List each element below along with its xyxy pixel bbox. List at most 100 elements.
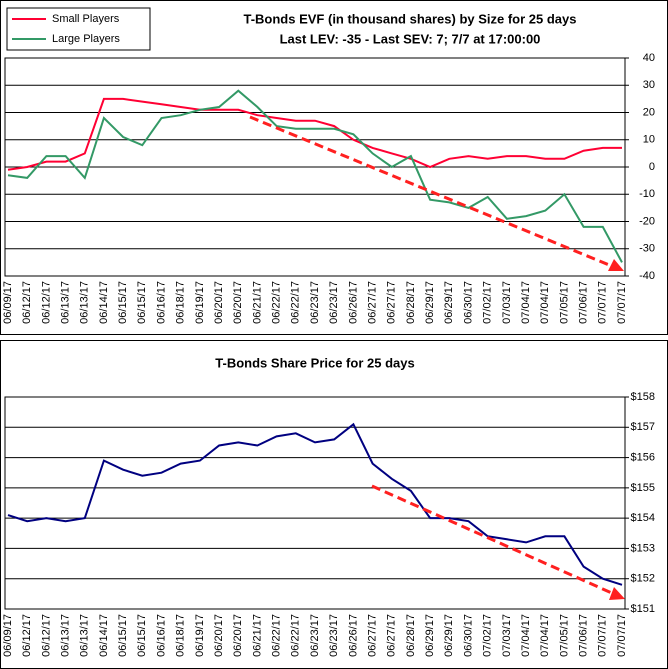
x-tick-label: 06/23/17 xyxy=(309,281,321,324)
x-tick-label: 06/13/17 xyxy=(59,614,71,657)
series-line xyxy=(7,97,622,171)
x-tick-label: 07/06/17 xyxy=(578,614,590,657)
x-tick-label: 06/15/17 xyxy=(117,281,129,324)
x-tick-label: 06/15/17 xyxy=(117,614,129,657)
x-tick-label: 06/12/17 xyxy=(21,281,33,324)
x-tick-label: 06/21/17 xyxy=(251,614,263,657)
x-tick-label: 06/19/17 xyxy=(194,281,206,324)
y-tick-label: -20 xyxy=(639,215,655,227)
x-tick-label: 06/26/17 xyxy=(347,614,359,657)
chart-subtitle: Last LEV: -35 - Last SEV: 7; 7/7 at 17:0… xyxy=(280,31,541,46)
x-tick-label: 06/22/17 xyxy=(290,281,302,324)
x-tick-label: 06/30/17 xyxy=(462,281,474,324)
x-tick-label: 06/18/17 xyxy=(175,614,187,657)
x-tick-label: 06/09/17 xyxy=(2,281,14,324)
x-tick-label: 07/06/17 xyxy=(578,281,590,324)
x-tick-label: 07/02/17 xyxy=(482,281,494,324)
series-line xyxy=(7,89,623,263)
y-tick-label: $155 xyxy=(631,482,655,494)
x-tick-label: 06/12/17 xyxy=(40,614,52,657)
x-tick-label: 06/22/17 xyxy=(271,281,283,324)
x-tick-label: 07/07/17 xyxy=(616,614,628,657)
x-tick-label: 06/15/17 xyxy=(136,614,148,657)
y-tick-label: $158 xyxy=(631,391,655,403)
trend-arrow xyxy=(249,115,615,269)
x-tick-label: 06/18/17 xyxy=(175,281,187,324)
legend-label: Small Players xyxy=(52,13,120,25)
y-tick-label: $154 xyxy=(631,512,655,524)
x-tick-label: 06/13/17 xyxy=(59,281,71,324)
y-tick-label: 40 xyxy=(643,52,655,64)
x-tick-label: 07/04/17 xyxy=(520,614,532,657)
legend-label: Large Players xyxy=(52,33,120,45)
chart-title: T-Bonds EVF (in thousand shares) by Size… xyxy=(243,11,576,26)
x-tick-label: 07/03/17 xyxy=(501,614,513,657)
y-tick-label: $151 xyxy=(631,603,655,615)
x-tick-label: 07/03/17 xyxy=(501,281,513,324)
x-tick-label: 07/05/17 xyxy=(558,281,570,324)
x-tick-label: 06/30/17 xyxy=(462,614,474,657)
x-tick-label: 06/23/17 xyxy=(328,281,340,324)
legend-box xyxy=(6,7,151,51)
x-tick-label: 06/14/17 xyxy=(98,614,110,657)
y-tick-label: 0 xyxy=(649,161,655,173)
y-tick-label: -30 xyxy=(639,243,655,255)
y-tick-label: $152 xyxy=(631,573,655,585)
x-tick-label: 07/07/17 xyxy=(616,281,628,324)
x-tick-label: 07/05/17 xyxy=(558,614,570,657)
x-tick-label: 06/15/17 xyxy=(136,281,148,324)
x-tick-label: 06/09/17 xyxy=(2,614,14,657)
x-tick-label: 06/20/17 xyxy=(213,614,225,657)
y-tick-label: 10 xyxy=(643,134,655,146)
x-tick-label: 06/21/17 xyxy=(251,281,263,324)
chart-title: T-Bonds Share Price for 25 days xyxy=(215,355,414,370)
x-tick-label: 06/29/17 xyxy=(424,281,436,324)
y-tick-label: $156 xyxy=(631,451,655,463)
x-tick-label: 06/19/17 xyxy=(194,614,206,657)
x-tick-label: 06/29/17 xyxy=(443,614,455,657)
y-tick-label: -10 xyxy=(639,188,655,200)
x-tick-label: 07/04/17 xyxy=(539,281,551,324)
y-tick-label: $157 xyxy=(631,421,655,433)
x-tick-label: 06/13/17 xyxy=(79,614,91,657)
x-tick-label: 06/23/17 xyxy=(309,614,321,657)
y-tick-label: 20 xyxy=(643,106,655,118)
series-line xyxy=(7,422,623,586)
x-tick-label: 07/07/17 xyxy=(597,281,609,324)
x-tick-label: 06/20/17 xyxy=(232,614,244,657)
trend-arrowhead xyxy=(609,587,625,600)
x-tick-label: 06/20/17 xyxy=(232,281,244,324)
x-tick-label: 06/16/17 xyxy=(155,614,167,657)
x-tick-label: 06/27/17 xyxy=(386,281,398,324)
x-tick-label: 06/22/17 xyxy=(290,614,302,657)
x-tick-label: 07/07/17 xyxy=(597,614,609,657)
trend-arrow xyxy=(371,484,615,596)
x-tick-label: 06/29/17 xyxy=(443,281,455,324)
y-tick-label: 30 xyxy=(643,79,655,91)
x-tick-label: 06/29/17 xyxy=(424,614,436,657)
x-tick-label: 06/27/17 xyxy=(386,614,398,657)
x-tick-label: 06/20/17 xyxy=(213,281,225,324)
x-tick-label: 06/27/17 xyxy=(366,614,378,657)
x-tick-label: 06/12/17 xyxy=(40,281,52,324)
x-tick-label: 06/27/17 xyxy=(366,281,378,324)
x-tick-label: 06/16/17 xyxy=(155,281,167,324)
x-tick-label: 06/26/17 xyxy=(347,281,359,324)
trend-arrowhead xyxy=(608,259,624,271)
x-tick-label: 07/04/17 xyxy=(520,281,532,324)
x-tick-label: 06/28/17 xyxy=(405,614,417,657)
y-tick-label: $153 xyxy=(631,542,655,554)
x-tick-label: 06/12/17 xyxy=(21,614,33,657)
x-tick-label: 06/28/17 xyxy=(405,281,417,324)
x-tick-label: 06/23/17 xyxy=(328,614,340,657)
x-tick-label: 06/22/17 xyxy=(271,614,283,657)
x-tick-label: 06/14/17 xyxy=(98,281,110,324)
plot-area xyxy=(4,396,626,610)
plots: T-Bonds EVF (in thousand shares) by Size… xyxy=(2,7,655,657)
x-tick-label: 07/02/17 xyxy=(482,614,494,657)
x-tick-label: 07/04/17 xyxy=(539,614,551,657)
x-tick-label: 06/13/17 xyxy=(79,281,91,324)
y-tick-label: -40 xyxy=(639,270,655,282)
